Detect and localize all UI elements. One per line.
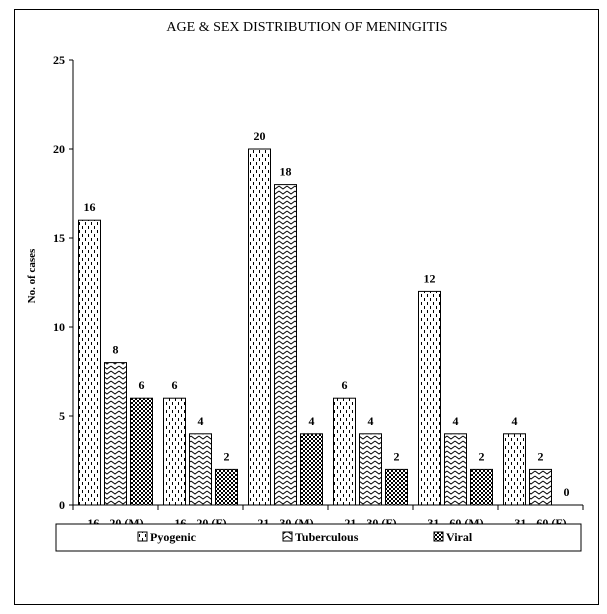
bar-tuberculous-1 — [104, 362, 127, 506]
chart-frame: AGE & SEX DISTRIBUTION OF MENINGITIS No.… — [14, 9, 599, 605]
bar-viral-4 — [385, 468, 408, 506]
data-label: 4 — [198, 414, 204, 428]
y-tick-label: 5 — [59, 409, 65, 423]
data-label: 4 — [368, 414, 374, 428]
bar-tuberculous-2 — [189, 433, 212, 506]
data-label: 2 — [224, 449, 230, 463]
y-tick-label: 25 — [53, 53, 65, 67]
legend: Pyogenic Tuberculous Viral — [55, 523, 582, 552]
bar-pyogenic-1 — [78, 219, 101, 506]
data-label: 18 — [280, 165, 292, 179]
legend-swatch-pyogenic — [137, 531, 148, 542]
data-label: 6 — [342, 378, 348, 392]
data-label: 2 — [479, 449, 485, 463]
bar-pyogenic-6 — [503, 433, 526, 506]
legend-swatch-tuberculous — [282, 531, 293, 542]
chart-svg: AGE & SEX DISTRIBUTION OF MENINGITIS No.… — [26, 20, 584, 552]
legend-label-viral: Viral — [446, 530, 473, 544]
bar-viral-3 — [300, 433, 323, 506]
y-axis-label: No. of cases — [26, 248, 38, 303]
data-label: 16 — [84, 200, 96, 214]
data-label: 4 — [512, 414, 518, 428]
data-label: 2 — [394, 449, 400, 463]
y-tick-label: 20 — [53, 142, 65, 156]
data-label: 8 — [113, 343, 119, 357]
data-label: 4 — [309, 414, 315, 428]
bar-pyogenic-5 — [418, 290, 441, 506]
bar-pyogenic-3 — [248, 148, 271, 506]
y-tick-label: 15 — [53, 231, 65, 245]
legend-swatch-viral — [433, 531, 444, 542]
bar-viral-2 — [215, 468, 238, 506]
data-label: 20 — [254, 129, 266, 143]
legend-label-tuberculous: Tuberculous — [295, 530, 359, 544]
data-label: 6 — [172, 378, 178, 392]
y-tick-label: 10 — [53, 320, 65, 334]
legend-label-pyogenic: Pyogenic — [150, 530, 197, 544]
bar-viral-1 — [130, 397, 153, 506]
data-label: 12 — [424, 271, 436, 285]
bar-tuberculous-6 — [529, 468, 552, 506]
bar-tuberculous-5 — [444, 433, 467, 506]
data-label: 4 — [453, 414, 459, 428]
data-label: 0 — [564, 485, 570, 499]
bar-pyogenic-4 — [333, 397, 356, 506]
data-label: 6 — [139, 378, 145, 392]
bar-pyogenic-2 — [163, 397, 186, 506]
data-label: 2 — [538, 449, 544, 463]
bar-tuberculous-4 — [359, 433, 382, 506]
y-tick-label: 0 — [59, 498, 65, 512]
chart-title: AGE & SEX DISTRIBUTION OF MENINGITIS — [166, 20, 447, 35]
bar-tuberculous-3 — [274, 184, 297, 506]
bar-viral-5 — [470, 468, 493, 506]
